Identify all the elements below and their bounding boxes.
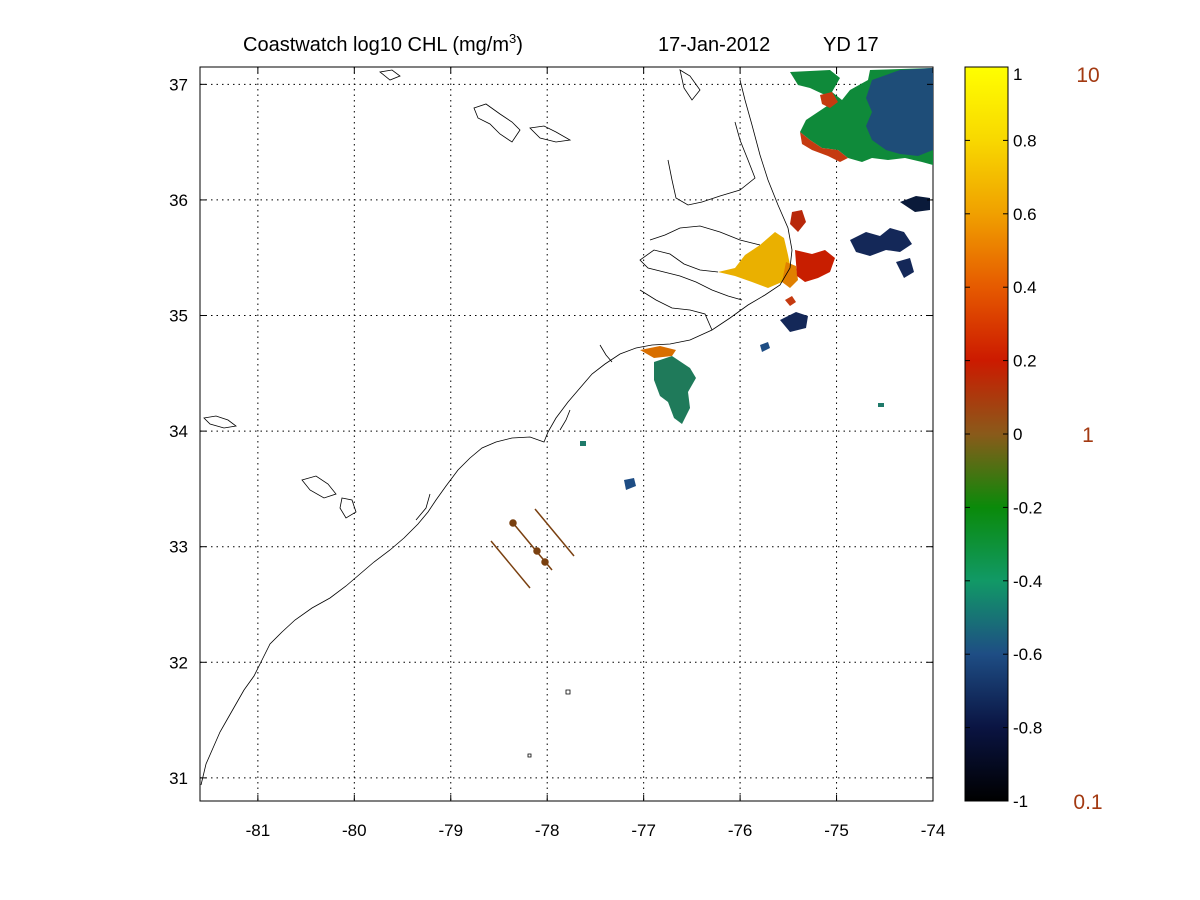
sound-western-shore [639, 249, 743, 301]
patch-onslow-bay-teal [654, 356, 696, 424]
island-1 [565, 689, 571, 695]
y-tick-label: 37 [169, 75, 188, 94]
lake-5 [203, 415, 237, 429]
colorbar-tick-label: 0.2 [1013, 352, 1037, 371]
x-tick-label: -75 [824, 821, 849, 840]
colorbar-tick-label: -0.8 [1013, 719, 1042, 738]
chlorophyll-data [580, 68, 933, 490]
station-marker [533, 547, 541, 555]
patch-small-navy-1 [624, 478, 636, 490]
patch-virginia-north-red [820, 92, 838, 108]
map-frame [199, 66, 934, 802]
estuary-middle [649, 225, 761, 246]
patch-cape-lookout-orange [640, 346, 676, 358]
lake-4 [339, 497, 357, 519]
lake-1 [473, 103, 521, 143]
patch-hatteras-red-2 [790, 210, 806, 232]
lake-6 [379, 69, 401, 81]
patch-small-red-1 [785, 296, 796, 306]
grid-lines [200, 67, 933, 801]
patch-offshore-dark-4 [896, 258, 914, 278]
colorbar-tick-label: 0.4 [1013, 278, 1037, 297]
survey-tracks [490, 508, 575, 589]
x-tick-label: -77 [631, 821, 656, 840]
colorbar-tick-label: 1 [1013, 65, 1022, 84]
y-tick-label: 34 [169, 422, 188, 441]
patch-offshore-virginia-blue [866, 68, 933, 156]
lake-7 [679, 69, 701, 101]
y-tick-label: 31 [169, 769, 188, 788]
survey-track-3 [534, 508, 575, 557]
colorbar-linear-label: 10 [1076, 64, 1099, 87]
colorbar-tick-label: 0.6 [1013, 205, 1037, 224]
colorbar-tick-label: -1 [1013, 792, 1028, 811]
inlet-3 [415, 493, 431, 521]
patch-small-teal-2 [878, 403, 884, 407]
colorbar [964, 66, 1009, 802]
x-tick-label: -81 [246, 821, 271, 840]
lake-3 [301, 475, 337, 499]
y-tick-label: 33 [169, 538, 188, 557]
inlet-2 [599, 344, 613, 363]
colorbar-tick-label: -0.4 [1013, 572, 1042, 591]
map-title: Coastwatch log10 CHL (mg/m3) [243, 31, 523, 56]
map-date: 17-Jan-2012 [658, 34, 770, 56]
y-tick-label: 36 [169, 191, 188, 210]
x-tick-label: -78 [535, 821, 560, 840]
x-tick-label: -80 [342, 821, 367, 840]
patch-small-navy-2 [760, 342, 770, 352]
x-tick-label: -76 [728, 821, 753, 840]
coastline-main [200, 79, 793, 786]
island-2 [527, 753, 532, 758]
survey-track-1 [490, 540, 531, 589]
colorbar-ticks: 1 0.8 0.6 0.4 0.2 0 -0.2 -0.4 -0.6 -0.8 -1 10 1 0.1 [965, 64, 1103, 814]
colorbar-tick-label: -0.2 [1013, 498, 1042, 517]
colorbar-linear-label: 0.1 [1073, 791, 1102, 814]
map-yearday: YD 17 [823, 34, 879, 56]
y-tick-label: 32 [169, 653, 188, 672]
patch-offshore-dark-2 [900, 196, 930, 212]
colorbar-linear-label: 1 [1082, 424, 1094, 447]
colorbar-tick-label: 0.8 [1013, 131, 1037, 150]
inlet-1 [559, 409, 571, 431]
y-tick-label: 35 [169, 307, 188, 326]
patch-hatteras-red [795, 250, 835, 282]
patch-offshore-dark-3 [780, 312, 808, 332]
patch-virginia-red-edge [800, 132, 848, 162]
colorbar-tick-label: -0.6 [1013, 645, 1042, 664]
estuary-south [639, 289, 713, 331]
station-marker [541, 558, 549, 566]
coastline [200, 69, 793, 786]
x-tick-label: -74 [921, 821, 946, 840]
lake-2 [529, 125, 572, 143]
patch-small-teal-1 [580, 441, 586, 446]
station-marker [509, 519, 517, 527]
estuary-upper [667, 121, 756, 206]
x-tick-label: -79 [438, 821, 463, 840]
colorbar-tick-label: 0 [1013, 425, 1022, 444]
map-axes: -81 -80 -79 -78 -77 -76 -75 -74 31 32 33 34 35 36 37 [169, 67, 945, 840]
patch-offshore-dark-1 [850, 228, 912, 256]
patch-pamlico-orange [782, 262, 798, 288]
patch-pamlico-sound [718, 232, 792, 288]
